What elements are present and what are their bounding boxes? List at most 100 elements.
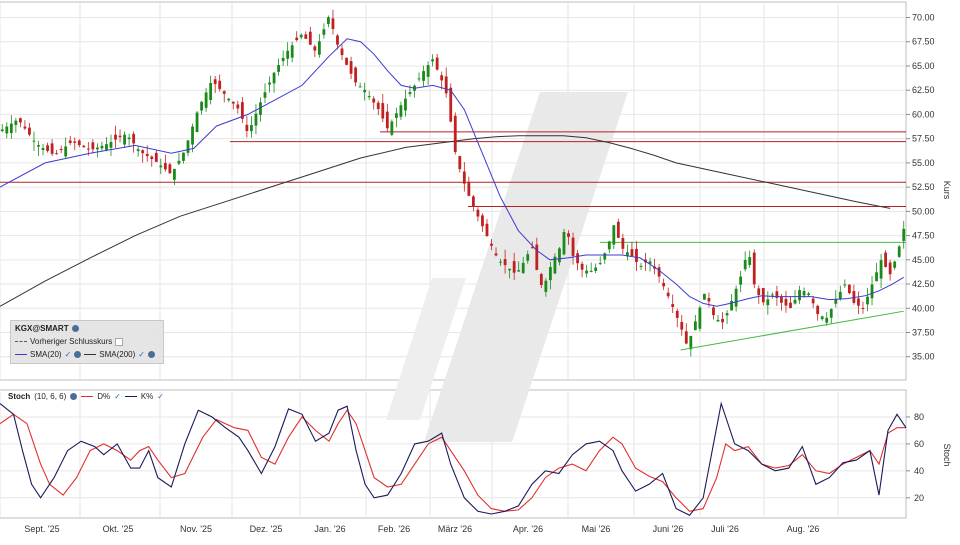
candle-body bbox=[322, 29, 326, 35]
candle-body bbox=[829, 309, 833, 318]
candle-body bbox=[9, 123, 13, 134]
candle-body bbox=[857, 298, 860, 306]
settings-icon[interactable] bbox=[71, 325, 79, 332]
k-check-icon[interactable]: ✓ bbox=[157, 392, 164, 401]
candle-body bbox=[32, 140, 36, 142]
candle-body bbox=[240, 102, 244, 119]
candle-body bbox=[132, 133, 136, 144]
y-tick-label: 37.50 bbox=[912, 328, 935, 338]
candle-body bbox=[725, 313, 729, 316]
candle-body bbox=[603, 253, 607, 260]
candle-body bbox=[290, 45, 294, 58]
x-tick-label: Jan. '26 bbox=[314, 524, 345, 534]
candle-body bbox=[431, 59, 435, 62]
sma20-line bbox=[0, 38, 904, 307]
candle-body bbox=[349, 61, 353, 74]
candle-body bbox=[145, 153, 149, 157]
candle-body bbox=[562, 232, 566, 255]
candle-body bbox=[227, 98, 231, 101]
x-tick-label: Juli '26 bbox=[711, 524, 739, 534]
candle-body bbox=[621, 237, 625, 249]
candle-body bbox=[657, 267, 661, 277]
candle-body bbox=[372, 98, 376, 103]
candle-body bbox=[163, 163, 167, 170]
candle-body bbox=[780, 296, 783, 303]
stoch-panel bbox=[0, 401, 907, 516]
candle-body bbox=[23, 126, 27, 129]
candle-body bbox=[345, 57, 348, 65]
price-axis: 70.00 67.50 65.00 62.50 60.00 57.50 55.00 52.50… bbox=[906, 13, 935, 362]
candle-body bbox=[698, 307, 702, 329]
prev-close-swatch bbox=[15, 341, 27, 342]
candle-body bbox=[449, 87, 453, 122]
y-tick-label: 70.00 bbox=[912, 13, 935, 23]
candle-body bbox=[825, 317, 829, 323]
legend-sma200: SMA(200) bbox=[99, 350, 136, 359]
candle-body bbox=[508, 268, 512, 271]
legend-prev-close: Vorheriger Schlusskurs bbox=[30, 337, 113, 346]
candle-body bbox=[68, 140, 72, 144]
candle-body bbox=[0, 129, 4, 132]
d-check-icon[interactable]: ✓ bbox=[114, 392, 121, 401]
price-axis-label: Kurs bbox=[942, 181, 952, 200]
candle-body bbox=[82, 145, 86, 148]
y-tick-label: 60.00 bbox=[912, 109, 935, 119]
sma20-settings-icon[interactable] bbox=[74, 351, 82, 358]
candle-body bbox=[485, 223, 489, 236]
candle-body bbox=[222, 91, 226, 94]
candle-body bbox=[535, 244, 539, 270]
candle-body bbox=[123, 134, 126, 145]
candle-body bbox=[684, 331, 688, 344]
candle-body bbox=[286, 50, 290, 59]
candle-body bbox=[721, 318, 724, 323]
candle-body bbox=[571, 237, 575, 256]
candle-body bbox=[612, 225, 616, 245]
candle-body bbox=[313, 46, 317, 51]
stoch-legend: Stoch (10, 6, 6) D% ✓ K% ✓ bbox=[8, 392, 164, 401]
stoch-settings-icon[interactable] bbox=[70, 393, 78, 400]
prev-close-checkbox[interactable] bbox=[115, 337, 124, 346]
y-tick-label: 47.50 bbox=[912, 231, 935, 241]
sma20-check-icon[interactable]: ✓ bbox=[64, 350, 72, 359]
candle-body bbox=[435, 57, 439, 70]
y-tick-label: 35.00 bbox=[912, 352, 935, 362]
candle-body bbox=[281, 57, 285, 62]
y-tick-label: 42.50 bbox=[912, 279, 935, 289]
candle-body bbox=[381, 103, 385, 119]
candle-body bbox=[734, 288, 738, 307]
candle-body bbox=[680, 322, 684, 330]
candle-body bbox=[168, 164, 172, 174]
candle-body bbox=[18, 118, 22, 123]
y-tick-label: 40 bbox=[914, 466, 924, 476]
candle-body bbox=[834, 299, 838, 304]
candle-body bbox=[730, 300, 733, 311]
candle-body bbox=[775, 291, 779, 298]
candle-body bbox=[195, 112, 199, 133]
candle-body bbox=[558, 248, 561, 263]
candle-body bbox=[626, 252, 629, 257]
sma200-swatch bbox=[84, 354, 97, 355]
candle-body bbox=[426, 65, 430, 77]
y-tick-label: 62.50 bbox=[912, 85, 935, 95]
candle-body bbox=[95, 147, 99, 150]
candle-body bbox=[408, 92, 412, 95]
candle-body bbox=[250, 125, 253, 132]
candle-body bbox=[440, 75, 444, 81]
candle-body bbox=[770, 294, 774, 296]
y-tick-label: 50.00 bbox=[912, 206, 935, 216]
candle-body bbox=[209, 83, 213, 101]
candle-body bbox=[838, 291, 842, 300]
time-axis: Sept. '25 Okt. '25 Nov. '25 Dez. '25 Jan. '2… bbox=[24, 524, 819, 534]
candle-body bbox=[186, 140, 190, 153]
candle-body bbox=[820, 316, 824, 320]
candle-body bbox=[213, 79, 217, 85]
candle-body bbox=[390, 121, 394, 135]
candle-body bbox=[789, 302, 792, 308]
candle-body bbox=[268, 82, 271, 85]
candle-body bbox=[802, 291, 806, 296]
candle-body bbox=[277, 65, 280, 72]
candle-body bbox=[444, 76, 448, 94]
y-tick-label: 20 bbox=[914, 493, 924, 503]
sma200-settings-icon[interactable] bbox=[147, 351, 155, 358]
sma200-check-icon[interactable]: ✓ bbox=[138, 350, 145, 359]
